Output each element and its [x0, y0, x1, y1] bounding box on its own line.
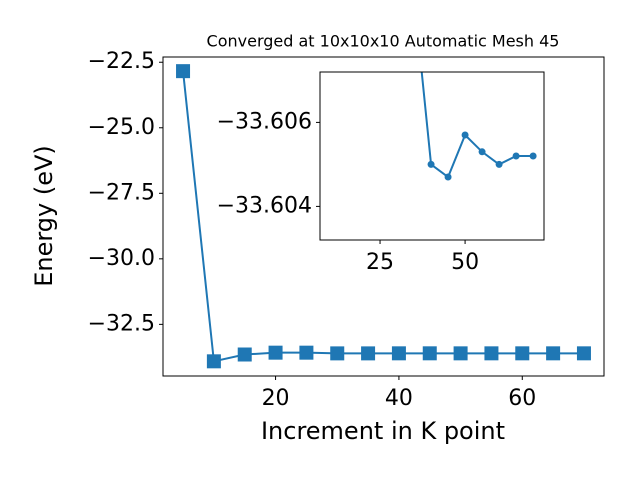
marker [299, 345, 314, 360]
y-tick-label: −32.5 [88, 311, 155, 336]
marker [512, 152, 520, 160]
axes-frame [162, 56, 605, 377]
y-tick-label: −27.5 [88, 180, 155, 205]
plot-content [420, 72, 537, 181]
marker [237, 347, 252, 362]
x-tick-label: 50 [451, 250, 479, 275]
marker [391, 346, 406, 361]
x-tick-label: 25 [366, 250, 394, 275]
plot-area [320, 72, 544, 240]
marker [478, 148, 486, 156]
x-tick-label: 60 [508, 386, 536, 411]
plot-content [176, 64, 591, 369]
y-tick-label: −33.606 [217, 109, 312, 134]
marker [427, 160, 435, 168]
marker [453, 346, 468, 361]
marker [484, 346, 499, 361]
marker [268, 345, 283, 360]
x-axis-label: Increment in K point [261, 417, 505, 445]
marker [206, 354, 221, 369]
x-tick-label: 20 [262, 386, 290, 411]
y-tick-label: −33.604 [217, 193, 312, 218]
y-tick-label: −22.5 [88, 49, 155, 74]
marker [495, 160, 503, 168]
marker [330, 346, 345, 361]
marker [461, 131, 469, 139]
marker [361, 346, 376, 361]
marker [444, 173, 452, 181]
y-tick-label: −30.0 [88, 246, 155, 271]
x-tick-label: 40 [385, 386, 413, 411]
chart-title: Converged at 10x10x10 Automatic Mesh 45 [207, 32, 560, 51]
axes-frame [319, 71, 545, 241]
marker [546, 346, 561, 361]
marker [529, 152, 537, 160]
marker [515, 346, 530, 361]
y-axis-label: Energy (eV) [30, 145, 58, 287]
marker [422, 346, 437, 361]
y-tick-label: −25.0 [88, 115, 155, 140]
marker [576, 346, 591, 361]
marker [176, 64, 191, 79]
